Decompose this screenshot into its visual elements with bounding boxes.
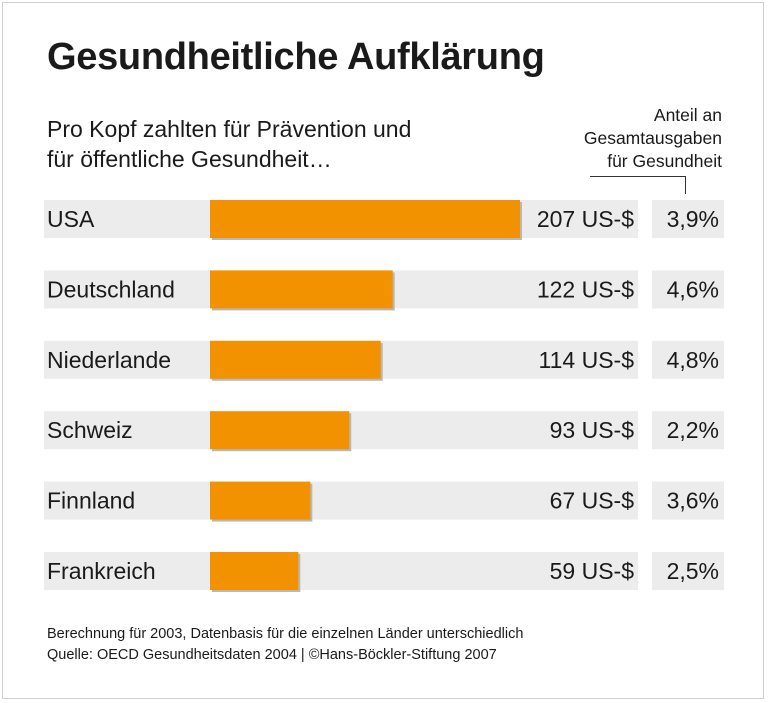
share-label: 3,6%: [667, 488, 719, 514]
share-label: 2,2%: [667, 417, 719, 443]
chart-subtitle: Pro Kopf zahlten für Prävention und für …: [47, 114, 411, 174]
value-label: 93 US-$: [550, 417, 635, 443]
share-cell-background: [652, 481, 724, 520]
chart-title: Gesundheitliche Aufklärung: [47, 36, 545, 78]
bar: [210, 411, 350, 450]
row-background: [44, 552, 638, 590]
value-label: 114 US-$: [539, 347, 635, 373]
bar: [210, 481, 311, 520]
value-label: 122 US-$: [537, 276, 634, 302]
value-label: 207 US-$: [537, 206, 634, 232]
row-background: [44, 481, 638, 520]
share-header-line-1: Anteil an: [653, 105, 722, 125]
share-label: 2,5%: [667, 558, 719, 584]
bar: [210, 340, 381, 379]
subtitle-line-1: Pro Kopf zahlten für Prävention und: [47, 116, 412, 142]
share-label: 3,9%: [667, 206, 719, 232]
bar: [210, 270, 393, 309]
category-label: USA: [47, 206, 95, 232]
share-column-header: Anteil an Gesamtausgaben für Gesundheit: [584, 104, 722, 173]
chart-footer: Berechnung für 2003, Datenbasis für die …: [47, 624, 523, 666]
share-cell-background: [652, 200, 724, 238]
category-label: Finnland: [47, 488, 135, 514]
share-header-line-2: Gesamtausgaben: [583, 128, 722, 148]
footnote: Berechnung für 2003, Datenbasis für die …: [47, 626, 524, 642]
bar: [210, 552, 299, 590]
value-label: 67 US-$: [550, 488, 635, 514]
category-label: Deutschland: [47, 276, 175, 302]
share-label: 4,8%: [667, 347, 719, 373]
category-label: Niederlande: [47, 347, 171, 373]
bar: [210, 200, 520, 238]
share-cell-background: [652, 411, 724, 450]
share-header-line-3: für Gesundheit: [607, 151, 722, 171]
category-label: Frankreich: [47, 558, 156, 584]
subtitle-line-2: für öffentliche Gesundheit…: [47, 146, 332, 172]
share-cell-background: [652, 552, 724, 590]
source-note: Quelle: OECD Gesundheitsdaten 2004 | ©Ha…: [47, 647, 497, 663]
share-label: 4,6%: [667, 276, 719, 302]
share-header-bracket: [590, 176, 686, 194]
share-cell-background: [652, 270, 724, 309]
value-label: 59 US-$: [550, 558, 635, 584]
share-cell-background: [652, 340, 724, 379]
category-label: Schweiz: [47, 417, 133, 443]
